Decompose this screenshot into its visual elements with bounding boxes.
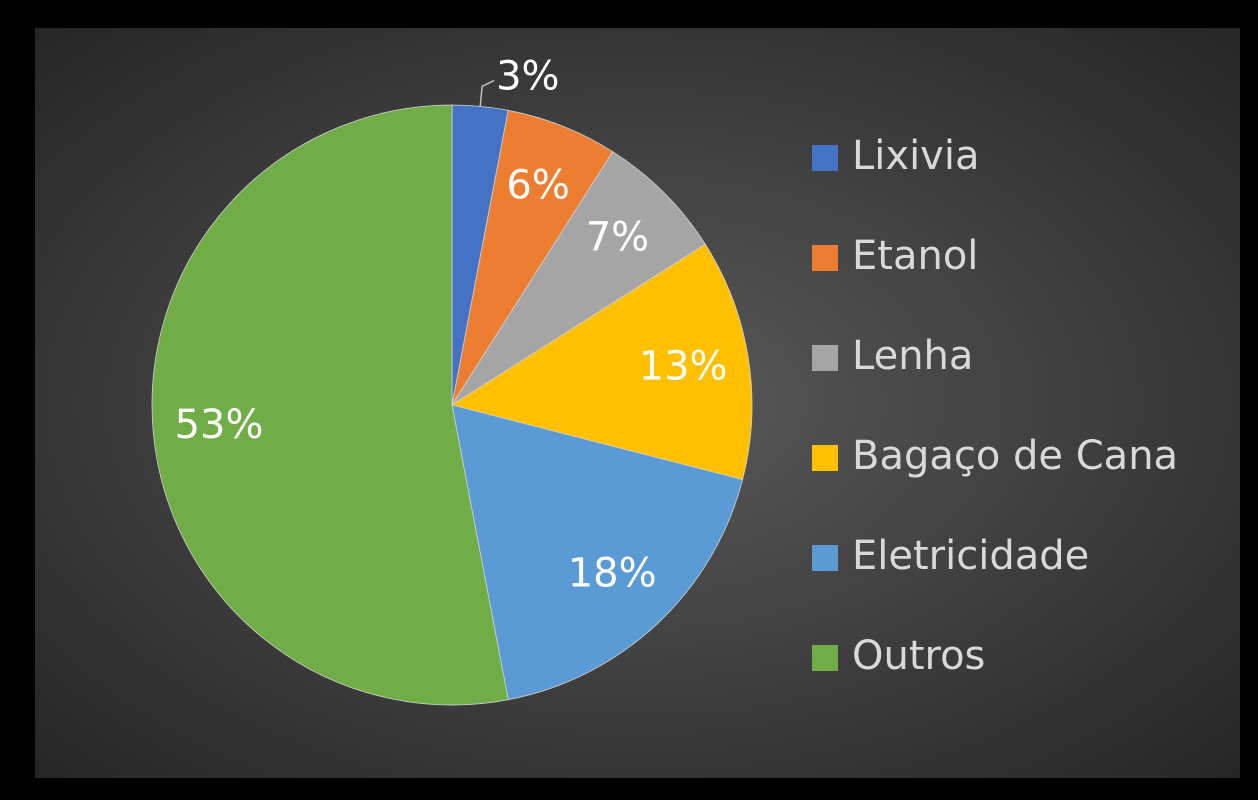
pie-slice [451, 151, 706, 406]
legend-swatch [812, 545, 838, 571]
slice-label: 3% [496, 53, 559, 99]
legend-label: Eletricidade [852, 533, 1089, 579]
legend-label: Lenha [852, 333, 973, 379]
pie-slice [151, 104, 509, 706]
pie-slice [451, 404, 744, 701]
legend-label: Outros [852, 633, 985, 679]
legend-swatch [812, 145, 838, 171]
legend-label: Bagaço de Cana [852, 433, 1178, 479]
leader-line [479, 79, 495, 107]
legend-swatch [812, 345, 838, 371]
legend-swatch [812, 645, 838, 671]
slice-label: 18% [568, 551, 657, 597]
slice-label: 7% [586, 215, 649, 261]
pie-slice [451, 243, 753, 481]
legend-label: Etanol [852, 233, 978, 279]
legend-label: Lixivia [852, 133, 979, 179]
slice-label: 6% [506, 162, 569, 208]
slice-label: 13% [639, 343, 728, 389]
legend-swatch [812, 245, 838, 271]
legend-swatch [812, 445, 838, 471]
slice-label: 53% [175, 402, 264, 448]
